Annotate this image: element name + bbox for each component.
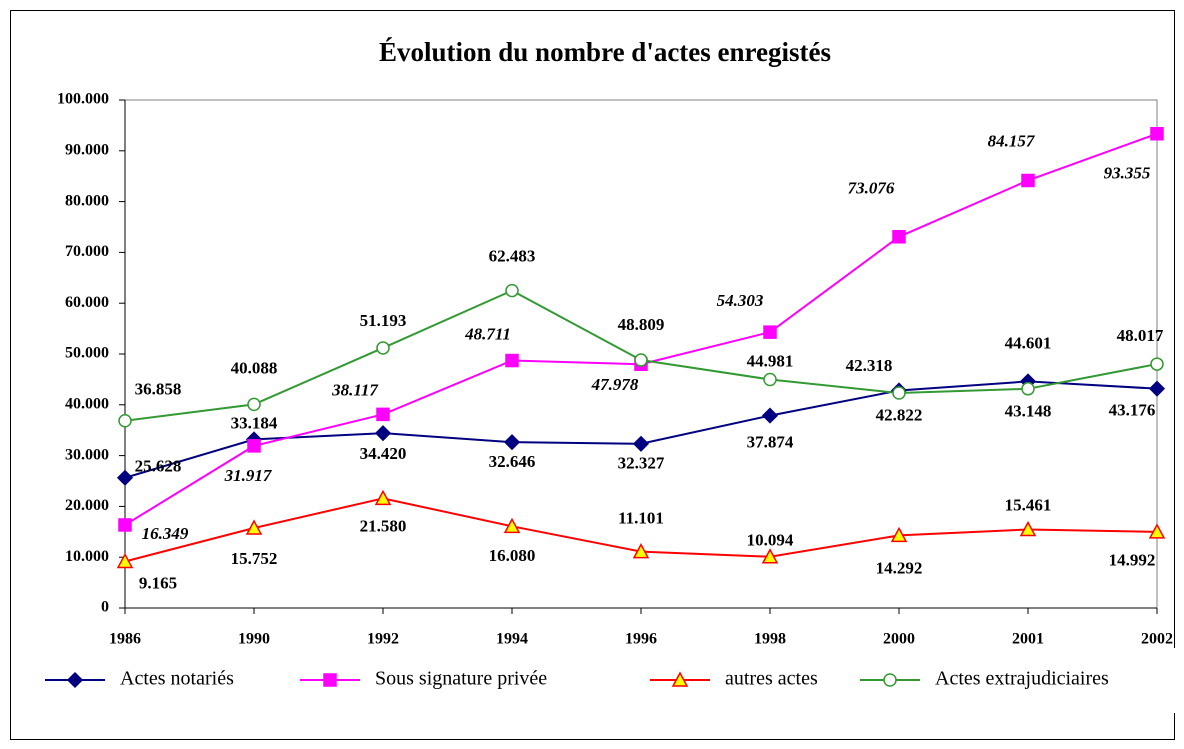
data-label: 43.176 xyxy=(1109,401,1156,420)
data-label: 93.355 xyxy=(1104,164,1151,183)
data-label: 47.978 xyxy=(591,375,639,394)
data-label: 62.483 xyxy=(489,246,536,265)
point-marker xyxy=(632,543,650,559)
data-label: 48.809 xyxy=(618,315,665,334)
x-tick-label: 1992 xyxy=(367,631,399,648)
data-label: 44.601 xyxy=(1005,333,1052,352)
y-tick-label: 70.000 xyxy=(65,243,109,260)
data-label: 21.580 xyxy=(360,516,407,535)
x-tick-label: 2000 xyxy=(883,631,915,648)
point-marker xyxy=(503,434,521,451)
data-label: 43.148 xyxy=(1005,402,1052,421)
data-label: 15.752 xyxy=(231,549,278,568)
y-tick-label: 50.000 xyxy=(65,345,109,362)
point-marker xyxy=(245,519,263,535)
data-label: 37.874 xyxy=(747,433,794,452)
point-marker xyxy=(505,283,519,298)
legend-marker xyxy=(323,673,337,687)
data-label: 16.349 xyxy=(142,524,189,543)
point-marker xyxy=(763,372,777,387)
legend-label: Actes extrajudiciaires xyxy=(935,668,1109,690)
point-marker xyxy=(632,435,650,452)
point-marker xyxy=(892,230,906,244)
data-label: 31.917 xyxy=(224,466,273,485)
legend-marker xyxy=(66,671,84,689)
legend-label: Actes notariés xyxy=(120,668,234,690)
chart-title: Évolution du nombre d'actes enregistés xyxy=(379,37,831,67)
point-marker xyxy=(376,341,390,355)
point-marker xyxy=(116,469,134,486)
point-marker xyxy=(1021,382,1035,396)
data-label: 54.303 xyxy=(717,291,764,310)
y-tick-label: 20.000 xyxy=(65,497,109,514)
data-label: 14.292 xyxy=(876,558,923,577)
data-label: 51.193 xyxy=(360,311,407,330)
point-marker xyxy=(634,353,648,367)
point-marker xyxy=(118,518,132,532)
point-marker xyxy=(761,407,779,424)
data-label: 44.981 xyxy=(747,351,794,370)
y-tick-label: 10.000 xyxy=(65,548,109,565)
legend-label: Sous signature privée xyxy=(375,668,547,690)
point-marker xyxy=(1148,523,1166,539)
point-marker xyxy=(761,548,779,564)
data-label: 16.080 xyxy=(489,546,536,565)
x-tick-label: 1998 xyxy=(754,631,786,648)
data-label: 38.117 xyxy=(331,380,379,399)
x-tick-label: 2001 xyxy=(1012,631,1044,648)
x-tick-label: 1990 xyxy=(238,631,270,648)
point-marker xyxy=(376,407,390,422)
data-label: 9.165 xyxy=(139,573,177,592)
y-tick-label: 0 xyxy=(101,599,109,616)
data-label: 48.711 xyxy=(464,324,511,343)
x-tick-label: 1996 xyxy=(625,631,657,648)
data-label: 15.461 xyxy=(1005,495,1052,514)
data-label: 11.101 xyxy=(618,509,664,528)
data-label: 32.327 xyxy=(618,454,665,473)
point-marker xyxy=(1019,520,1037,537)
y-tick-label: 60.000 xyxy=(65,294,109,311)
legend-box xyxy=(33,648,1175,713)
data-label: 73.076 xyxy=(848,179,895,198)
point-marker xyxy=(1150,127,1164,141)
data-label: 40.088 xyxy=(231,358,278,377)
point-marker xyxy=(505,353,519,368)
point-marker xyxy=(247,397,261,412)
data-label: 34.420 xyxy=(360,444,407,463)
data-label: 84.157 xyxy=(988,131,1036,150)
point-marker xyxy=(1021,173,1035,188)
data-label: 36.858 xyxy=(135,380,182,399)
legend-marker xyxy=(671,671,689,687)
y-tick-label: 40.000 xyxy=(65,395,109,412)
y-tick-label: 80.000 xyxy=(65,192,109,209)
y-tick-label: 90.000 xyxy=(65,141,109,158)
data-label: 32.646 xyxy=(489,452,536,471)
legend-marker xyxy=(883,673,897,687)
point-marker xyxy=(503,517,521,534)
point-marker xyxy=(118,414,132,428)
data-label: 25.628 xyxy=(135,457,182,476)
point-marker xyxy=(763,325,777,339)
point-marker xyxy=(247,439,261,453)
legend-label: autres actes xyxy=(725,668,818,690)
point-marker xyxy=(116,552,134,569)
point-marker xyxy=(374,425,392,442)
data-label: 48.017 xyxy=(1117,326,1164,345)
data-label: 33.184 xyxy=(231,413,278,432)
y-tick-label: 30.000 xyxy=(65,446,109,463)
x-tick-label: 1986 xyxy=(109,631,141,648)
data-label: 42.822 xyxy=(876,405,923,424)
point-marker xyxy=(1150,357,1164,371)
data-label: 10.094 xyxy=(747,531,794,550)
point-marker xyxy=(374,489,392,506)
data-label: 14.992 xyxy=(1109,551,1156,570)
point-marker xyxy=(892,386,906,400)
y-tick-label: 100.000 xyxy=(57,91,109,108)
x-tick-label: 2002 xyxy=(1141,631,1173,648)
data-label: 42.318 xyxy=(846,356,893,375)
point-marker xyxy=(1148,380,1166,397)
point-marker xyxy=(890,526,908,543)
x-tick-label: 1994 xyxy=(496,631,528,648)
